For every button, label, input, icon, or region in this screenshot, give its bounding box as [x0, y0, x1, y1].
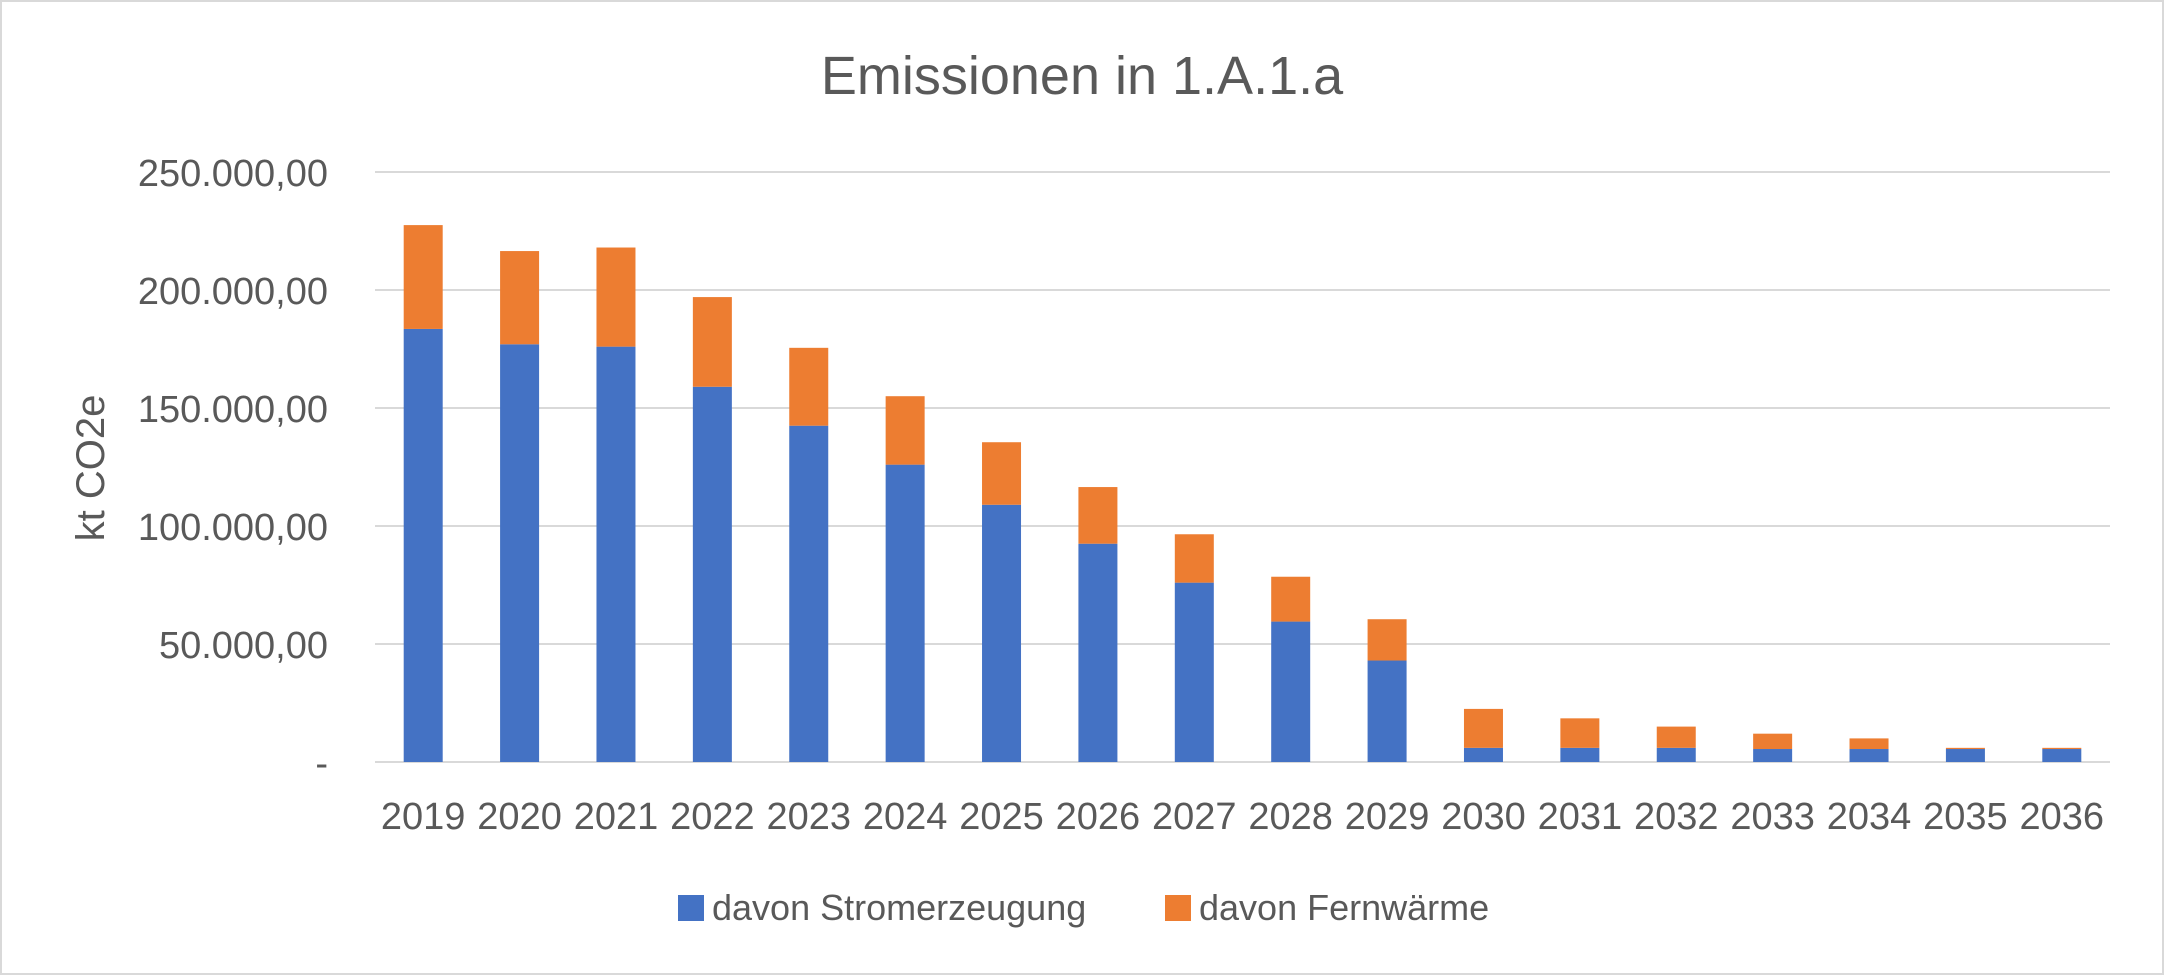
y-tick-label: 200.000,00 [138, 271, 328, 313]
x-tick-label: 2034 [1827, 796, 1912, 838]
x-tick-label: 2025 [959, 796, 1044, 838]
bar-fernwaerme [1463, 708, 1503, 748]
bar-stromerzeugung [982, 504, 1022, 762]
x-tick-label: 2022 [670, 796, 755, 838]
bar-stromerzeugung [1560, 747, 1600, 762]
bar-stromerzeugung [885, 464, 925, 762]
chart-title: Emissionen in 1.A.1.a [821, 46, 1344, 106]
x-tick-label: 2036 [2020, 796, 2105, 838]
x-tick-label: 2020 [477, 796, 562, 838]
bar-stromerzeugung [1945, 749, 1985, 762]
y-tick-label: 250.000,00 [138, 153, 328, 195]
bar-fernwaerme [789, 347, 829, 426]
bar-stromerzeugung [1078, 543, 1118, 762]
x-tick-label: 2027 [1152, 796, 1237, 838]
x-tick-label: 2030 [1441, 796, 1526, 838]
gridlines [375, 171, 2110, 763]
bar-stromerzeugung [403, 328, 443, 762]
legend-swatch [678, 895, 704, 921]
y-axis-ticks: - 50.000,00 100.000,00 150.000,00 200.000,00… [138, 153, 328, 785]
bar-stromerzeugung [1753, 749, 1793, 762]
x-tick-label: 2021 [574, 796, 659, 838]
x-tick-label: 2035 [1923, 796, 2008, 838]
bar-stromerzeugung [1271, 621, 1311, 762]
bar-stromerzeugung [1463, 747, 1503, 762]
bar-fernwaerme [1271, 576, 1311, 622]
y-axis-label: kt CO2e [69, 395, 113, 542]
bar-fernwaerme [1849, 738, 1889, 750]
x-tick-label: 2024 [863, 796, 948, 838]
bar-stromerzeugung [500, 344, 540, 762]
bar-stromerzeugung [596, 346, 636, 762]
legend-label: davon Stromerzeugung [712, 887, 1086, 928]
bar-fernwaerme [982, 442, 1022, 505]
x-tick-label: 2023 [766, 796, 851, 838]
x-tick-label: 2031 [1538, 796, 1623, 838]
bar-fernwaerme [1753, 733, 1793, 750]
y-tick-label: 100.000,00 [138, 507, 328, 549]
bar-fernwaerme [1367, 619, 1407, 661]
bar-stromerzeugung [1849, 749, 1889, 762]
bar-stromerzeugung [2042, 749, 2082, 762]
bars [403, 225, 2082, 762]
bar-fernwaerme [1945, 747, 1985, 750]
x-tick-label: 2033 [1730, 796, 1815, 838]
x-tick-label: 2032 [1634, 796, 1719, 838]
legend-swatch [1165, 895, 1191, 921]
y-tick-label: - [315, 743, 328, 785]
x-tick-label: 2029 [1345, 796, 1430, 838]
bar-stromerzeugung [1367, 660, 1407, 762]
legend-label: davon Fernwärme [1199, 887, 1489, 928]
bar-fernwaerme [2042, 747, 2082, 750]
legend: davon Stromerzeugung davon Fernwärme [678, 887, 1489, 928]
bar-fernwaerme [1174, 534, 1214, 583]
bar-stromerzeugung [1656, 747, 1696, 762]
bar-stromerzeugung [692, 386, 732, 762]
bar-stromerzeugung [789, 425, 829, 762]
bar-fernwaerme [596, 247, 636, 347]
x-tick-label: 2026 [1056, 796, 1141, 838]
bar-fernwaerme [1656, 726, 1696, 748]
y-tick-label: 50.000,00 [159, 625, 328, 667]
x-tick-label: 2028 [1248, 796, 1333, 838]
bar-stromerzeugung [1174, 582, 1214, 762]
bar-fernwaerme [403, 225, 443, 329]
y-tick-label: 150.000,00 [138, 389, 328, 431]
bar-fernwaerme [885, 396, 925, 465]
x-tick-label: 2019 [381, 796, 466, 838]
bar-fernwaerme [500, 251, 540, 345]
bar-fernwaerme [1078, 487, 1118, 544]
x-axis-ticks: 2019 2020 2021 2022 2023 2024 2025 2026 2027 2028… [381, 796, 2104, 838]
bar-fernwaerme [1560, 718, 1600, 748]
bar-fernwaerme [692, 297, 732, 387]
